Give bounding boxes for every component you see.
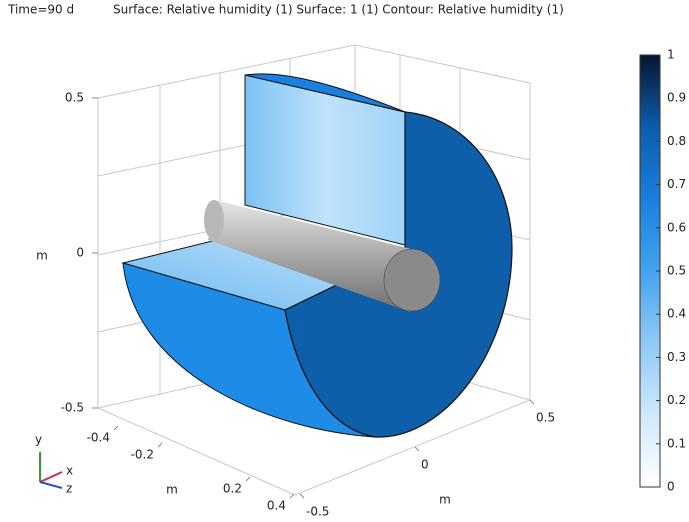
y-tick <box>414 446 420 452</box>
y-tick-label: 0.5 <box>536 411 555 425</box>
colorbar-tick-label: 0.1 <box>667 436 686 450</box>
colorbar-tick-label: 0.9 <box>667 91 686 105</box>
triad-x <box>39 471 63 483</box>
y-axis-label: m <box>439 493 451 507</box>
z-axis-label: m <box>36 249 48 263</box>
x-tick <box>157 442 163 448</box>
x-tick-label: 0.2 <box>223 482 242 496</box>
rod <box>208 200 415 312</box>
x-tick-label: -0.4 <box>87 431 110 445</box>
z-tick-label: 0 <box>76 246 84 260</box>
x-tick <box>245 476 251 482</box>
colorbar-tick-label: 1 <box>667 48 675 62</box>
triad-z <box>39 481 63 489</box>
x-tick-label: -0.2 <box>131 448 154 462</box>
title: Time=90 d <box>7 3 74 17</box>
colorbar-tick-label: 0.7 <box>667 177 686 191</box>
y-tick <box>529 399 535 405</box>
y-tick <box>299 493 305 499</box>
triad-label: y <box>35 433 42 447</box>
colorbar-tick-label: 0.3 <box>667 350 686 364</box>
colorbar-tick-label: 0.6 <box>667 220 686 234</box>
rod-end <box>204 200 224 240</box>
triad-label: x <box>66 464 73 478</box>
x-tick-label: 0.4 <box>267 499 286 513</box>
colorbar-tick-label: 0.4 <box>667 307 686 321</box>
x-tick <box>289 493 295 499</box>
z-tick-label: 0.5 <box>65 91 84 105</box>
colorbar-tick-label: 0.2 <box>667 393 686 407</box>
triad-label: z <box>66 482 72 496</box>
colorbar-tick-label: 0.5 <box>667 264 686 278</box>
y-tick-label: 0 <box>421 458 429 472</box>
colorbar-tick-label: 0.8 <box>667 134 686 148</box>
rod-cap <box>383 248 441 312</box>
wall-top <box>244 73 406 113</box>
z-tick-label: -0.5 <box>61 401 84 415</box>
subtitle: Surface: Relative humidity (1) Surface: … <box>113 3 564 17</box>
colorbar-tick-label: 0 <box>667 480 675 494</box>
geometry <box>121 73 513 438</box>
x-tick <box>113 425 119 431</box>
triad: x y z <box>35 433 73 496</box>
x-axis-label: m <box>166 483 178 497</box>
y-tick-label: -0.5 <box>306 505 329 519</box>
